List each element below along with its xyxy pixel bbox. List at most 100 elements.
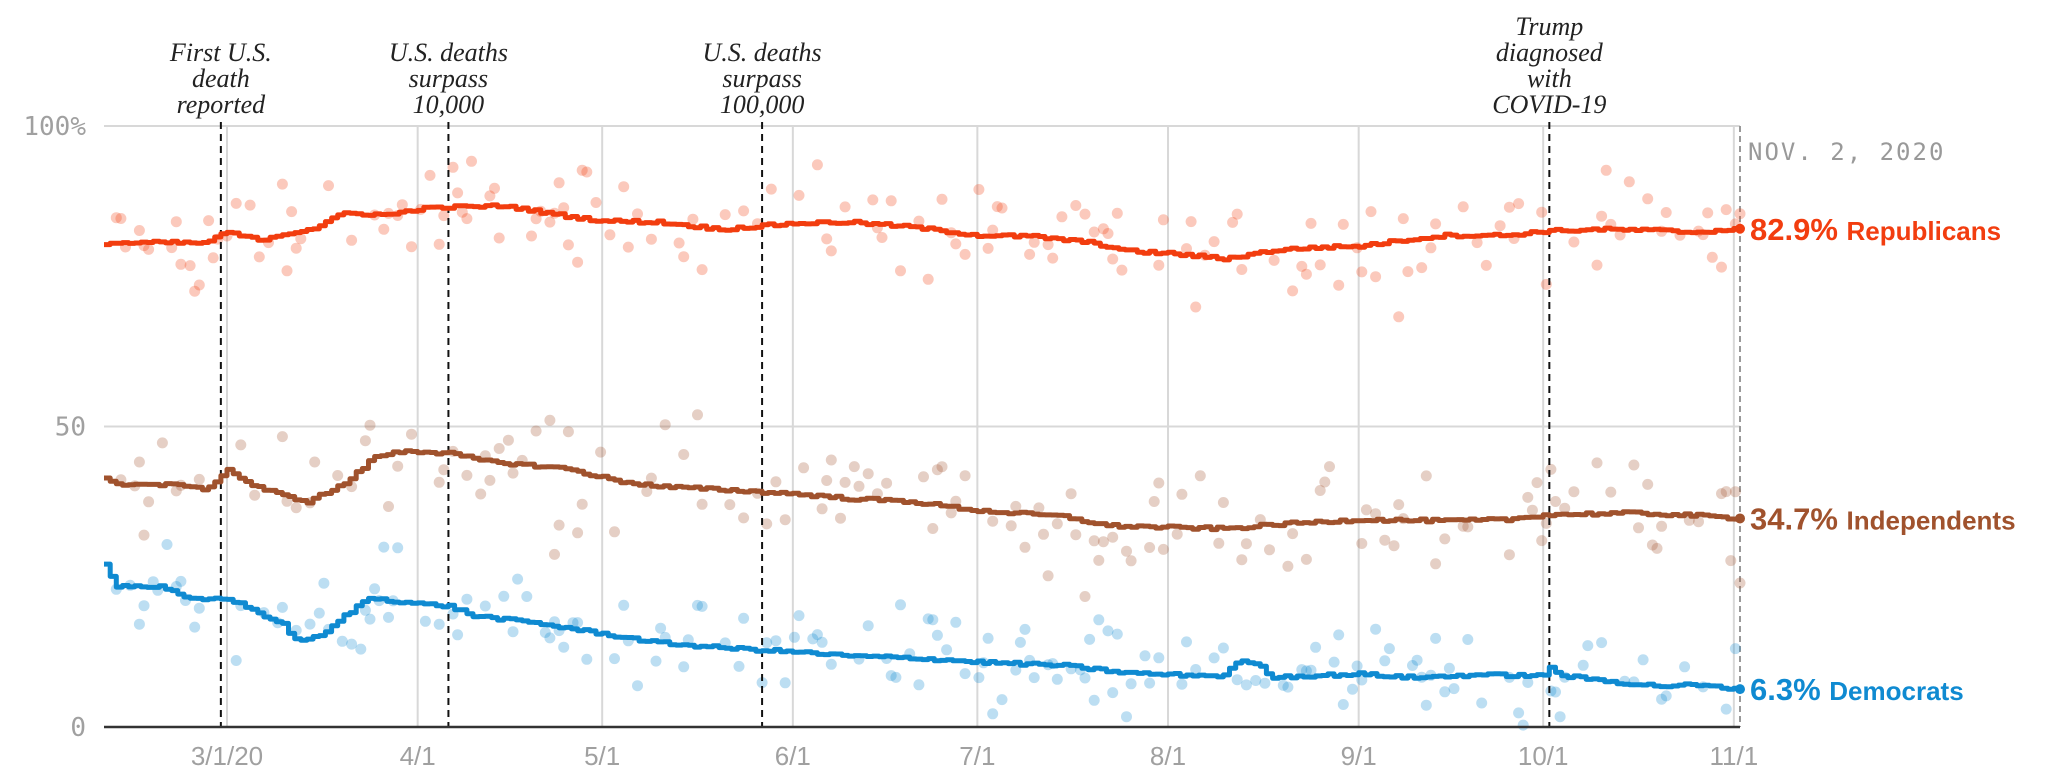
poll-dot (1545, 463, 1557, 475)
poll-dot (438, 210, 450, 222)
poll-dot (987, 708, 999, 720)
poll-dot (521, 591, 533, 602)
poll-dot (1628, 459, 1640, 471)
poll-dot (1079, 591, 1091, 602)
poll-dot (1038, 528, 1049, 540)
poll-dot (1420, 470, 1432, 482)
poll-dot (392, 542, 404, 554)
poll-dot (290, 242, 302, 254)
poll-dot (184, 260, 196, 272)
poll-dot (1411, 654, 1423, 666)
poll-dot (378, 223, 390, 235)
event-label: surpass (722, 64, 801, 93)
poll-dot (1734, 577, 1746, 589)
poll-dot (1476, 697, 1488, 709)
poll-dot (572, 527, 584, 539)
poll-dot (839, 201, 851, 213)
poll-dot (1153, 477, 1165, 489)
poll-dot (1356, 266, 1368, 278)
x-tick-label: 10/1 (1518, 741, 1569, 771)
poll-dot (816, 503, 828, 515)
poll-dot (793, 189, 805, 201)
poll-dot (604, 229, 616, 241)
poll-dot (1651, 542, 1663, 554)
poll-dot (276, 178, 288, 190)
poll-dot (1107, 531, 1119, 543)
poll-dot (433, 618, 445, 630)
poll-dot (1637, 654, 1649, 666)
poll-dot (1591, 259, 1603, 271)
poll-dot (1646, 539, 1658, 551)
poll-dot (950, 616, 962, 628)
poll-dot (276, 601, 288, 613)
poll-dot (733, 660, 745, 672)
poll-dot (862, 468, 874, 480)
poll-dot (318, 577, 330, 589)
axes: 0 50 100% 3/1/20 4/1 5/1 6/1 7/1 8/1 9/1 10/1 11/1 (23, 112, 1758, 771)
poll-dot (825, 658, 837, 670)
poll-dot (1720, 204, 1732, 216)
poll-dot (1397, 213, 1409, 225)
poll-dot (230, 197, 242, 209)
poll-dot (885, 670, 897, 682)
poll-dot (927, 614, 939, 626)
poll-dot (1407, 660, 1418, 671)
poll-dot (1125, 678, 1137, 690)
x-tick-label: 9/1 (1341, 741, 1377, 771)
poll-dot (295, 233, 307, 245)
poll-dot (1010, 664, 1022, 676)
poll-dot (835, 512, 846, 524)
x-tick-label: 3/1/20 (191, 741, 263, 771)
poll-dot (456, 206, 468, 218)
poll-dot (825, 245, 837, 257)
poll-dot (738, 612, 750, 624)
x-tick-label: 4/1 (400, 741, 436, 771)
poll-dots (110, 155, 1746, 731)
x-tick-label: 6/1 (775, 741, 811, 771)
poll-dot (475, 488, 487, 500)
poll-dot (461, 213, 473, 225)
poll-dot (765, 183, 777, 195)
poll-dot (1093, 554, 1105, 566)
poll-dot (622, 241, 634, 253)
poll-dot (1720, 486, 1732, 498)
poll-dot (687, 213, 699, 225)
poll-dot (867, 194, 879, 206)
poll-dot (719, 209, 731, 221)
poll-dot (143, 243, 155, 255)
poll-dot (1144, 677, 1156, 689)
poll-dot (143, 496, 155, 508)
event-label: COVID-19 (1492, 90, 1606, 119)
end-label-republicans: 82.9% Republicans (1750, 212, 2001, 247)
poll-dot (1171, 528, 1183, 540)
poll-dot (512, 573, 524, 585)
poll-dot (839, 476, 851, 488)
poll-dot (1596, 210, 1608, 222)
poll-dot (156, 437, 168, 449)
poll-dot (1596, 637, 1608, 649)
poll-dot (502, 434, 514, 446)
poll-dot (1347, 683, 1358, 695)
poll-dot (406, 428, 417, 440)
poll-dot (1208, 652, 1220, 664)
poll-dot (1725, 555, 1737, 567)
poll-dot (982, 242, 994, 254)
poll-dot (1097, 536, 1109, 548)
poll-dot (1370, 271, 1382, 283)
poll-dot (1328, 656, 1340, 668)
poll-dot (1716, 488, 1727, 500)
poll-dot (1706, 251, 1718, 263)
poll-dot (161, 539, 173, 550)
poll-dot (1550, 686, 1561, 698)
poll-dot (678, 661, 690, 673)
poll-dot (1633, 522, 1644, 534)
end-value: 34.7% (1750, 501, 1847, 536)
poll-dot (1370, 508, 1382, 520)
poll-dot (230, 655, 242, 666)
poll-dot (1420, 699, 1432, 711)
poll-dot (1213, 537, 1225, 549)
poll-dot (1517, 719, 1529, 731)
poll-dot (1065, 488, 1077, 500)
poll-dot (1190, 301, 1202, 313)
